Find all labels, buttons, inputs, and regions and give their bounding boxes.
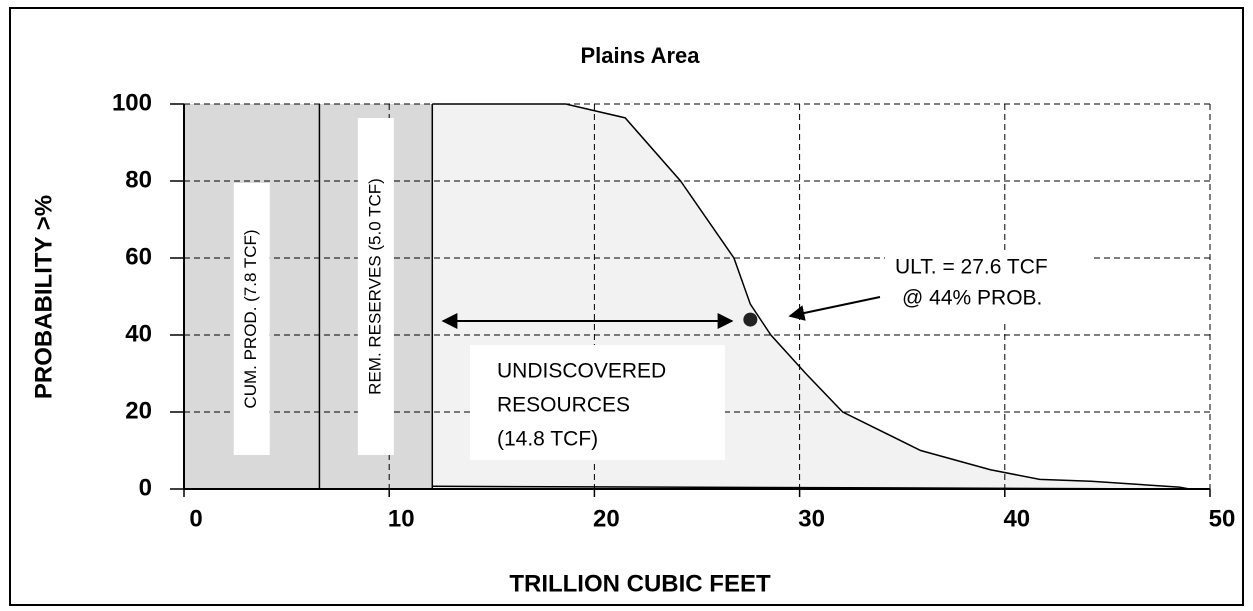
marker: [743, 312, 758, 327]
annotation: @ 44% PROB.: [902, 287, 1042, 310]
y-axis-label: PROBABILITY >%: [30, 195, 57, 399]
x-tick-label: 20: [593, 505, 620, 532]
x-axis-label: TRILLION CUBIC FEET: [509, 570, 771, 597]
line: [432, 485, 1190, 490]
annotation: RESOURCES: [497, 394, 630, 417]
x-tick-label: 30: [798, 505, 825, 532]
label-box: [470, 345, 725, 460]
y-tick-label: 20: [125, 397, 152, 424]
label-box: [233, 183, 270, 455]
annotation: UNDISCOVERED: [497, 360, 666, 383]
annotation: ULT. = 27.6 TCF: [895, 256, 1048, 279]
chart-title: Plains Area: [580, 43, 700, 68]
line: [432, 103, 1190, 490]
region-label: REM. RESERVES (5.0 TCF): [365, 178, 384, 395]
y-tick-label: 100: [112, 89, 152, 116]
x-tick-label: 50: [1209, 505, 1236, 532]
x-tick-label: 0: [189, 505, 202, 532]
region-label: CUM. PROD. (7.8 TCF): [241, 229, 260, 408]
arrow: [788, 296, 881, 321]
label-box: [357, 118, 394, 455]
label-box: [885, 252, 1090, 320]
y-tick-label: 40: [125, 320, 152, 347]
x-tick-label: 10: [388, 505, 415, 532]
y-tick-label: 0: [139, 474, 152, 501]
y-tick-label: 60: [125, 243, 152, 270]
y-tick-label: 80: [125, 166, 152, 193]
x-tick-label: 40: [1003, 505, 1030, 532]
annotation: (14.8 TCF): [497, 428, 598, 451]
